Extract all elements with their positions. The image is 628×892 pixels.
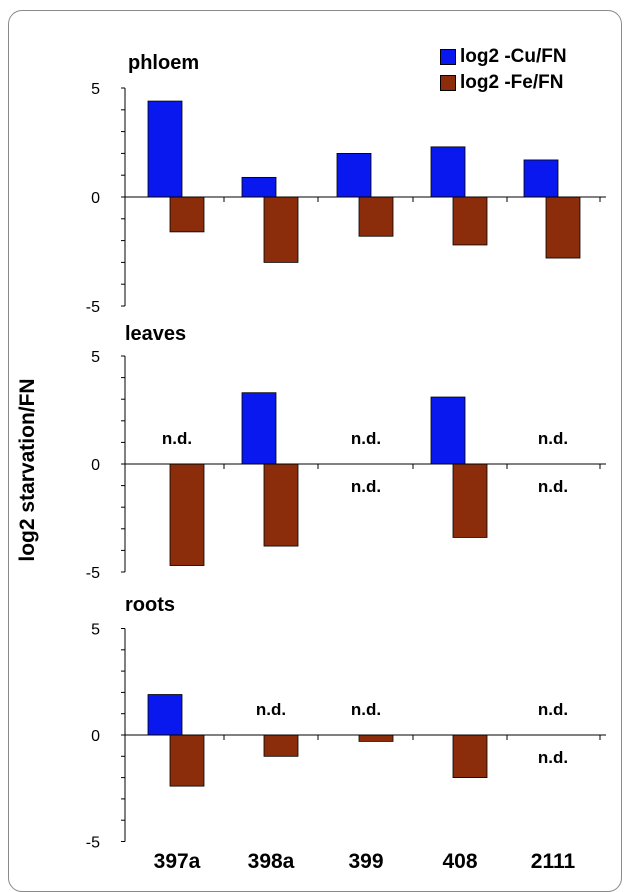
legend-label-fe: log2 -Fe/FN xyxy=(460,72,564,93)
legend-swatch-cu xyxy=(440,49,456,65)
y-tick-label-1-0: 0 xyxy=(91,457,100,474)
panel-title-0: phloem xyxy=(128,52,199,74)
bar-phloem-fe-408 xyxy=(452,196,488,246)
nd-annotation-leaves-2111-fe: n.d. xyxy=(538,477,568,496)
x-category-label-408: 408 xyxy=(442,850,477,873)
bar-roots-fe-408 xyxy=(452,734,488,778)
bar-phloem-fe-398a xyxy=(263,196,299,263)
x-category-label-399: 399 xyxy=(348,850,383,873)
legend-label-cu: log2 -Cu/FN xyxy=(460,46,567,67)
legend-item-cu: log2 -Cu/FN xyxy=(440,44,567,70)
x-category-label-397a: 397a xyxy=(154,850,201,873)
panel-title-1: leaves xyxy=(125,323,186,345)
bar-roots-fe-398a xyxy=(263,734,299,757)
nd-annotation-leaves-2111-cu: n.d. xyxy=(538,429,568,448)
panel-title-2: roots xyxy=(125,594,175,616)
y-tick-label-0--5: -5 xyxy=(86,299,100,316)
bar-leaves-fe-397a xyxy=(169,463,205,566)
y-tick-label-0-0: 0 xyxy=(91,190,100,207)
bar-leaves-cu-398a xyxy=(241,392,277,465)
y-tick-label-2-0: 0 xyxy=(91,728,100,745)
bar-phloem-fe-2111 xyxy=(545,196,581,259)
nd-annotation-leaves-399-cu: n.d. xyxy=(351,429,381,448)
y-axis-label: log2 starvation/FN xyxy=(16,378,39,562)
nd-annotation-leaves-397a-cu: n.d. xyxy=(162,429,192,448)
y-tick-label-0-5: 5 xyxy=(91,81,100,98)
bar-roots-cu-397a xyxy=(147,694,183,736)
bar-leaves-fe-408 xyxy=(452,463,488,538)
legend-swatch-fe xyxy=(440,75,456,91)
nd-annotation-leaves-399-fe: n.d. xyxy=(351,477,381,496)
legend: log2 -Cu/FN log2 -Fe/FN xyxy=(440,44,567,96)
nd-annotation-roots-399-cu: n.d. xyxy=(351,700,381,719)
y-tick-label-1-5: 5 xyxy=(91,349,100,366)
figure-frame xyxy=(8,10,622,892)
x-category-label-398a: 398a xyxy=(248,850,295,873)
bar-phloem-fe-399 xyxy=(358,196,394,237)
legend-item-fe: log2 -Fe/FN xyxy=(440,70,567,96)
nd-annotation-roots-398a-cu: n.d. xyxy=(256,700,286,719)
nd-annotation-roots-2111-fe: n.d. xyxy=(538,748,568,767)
bar-phloem-cu-398a xyxy=(241,176,277,198)
bar-roots-fe-397a xyxy=(169,734,205,787)
x-category-label-2111: 2111 xyxy=(531,850,576,873)
nd-annotation-roots-2111-cu: n.d. xyxy=(538,700,568,719)
bar-phloem-cu-399 xyxy=(336,152,372,198)
bar-phloem-cu-397a xyxy=(147,100,183,198)
bar-phloem-fe-397a xyxy=(169,196,205,233)
bar-phloem-cu-408 xyxy=(430,146,466,198)
y-axis-label-container: log2 starvation/FN xyxy=(8,310,48,630)
y-tick-label-1--5: -5 xyxy=(86,565,100,582)
bar-leaves-fe-398a xyxy=(263,463,299,547)
bar-roots-fe-399 xyxy=(358,734,394,742)
y-tick-label-2--5: -5 xyxy=(86,835,100,852)
bar-phloem-cu-2111 xyxy=(523,159,559,198)
bar-leaves-cu-408 xyxy=(430,396,466,465)
y-tick-label-2-5: 5 xyxy=(91,622,100,639)
